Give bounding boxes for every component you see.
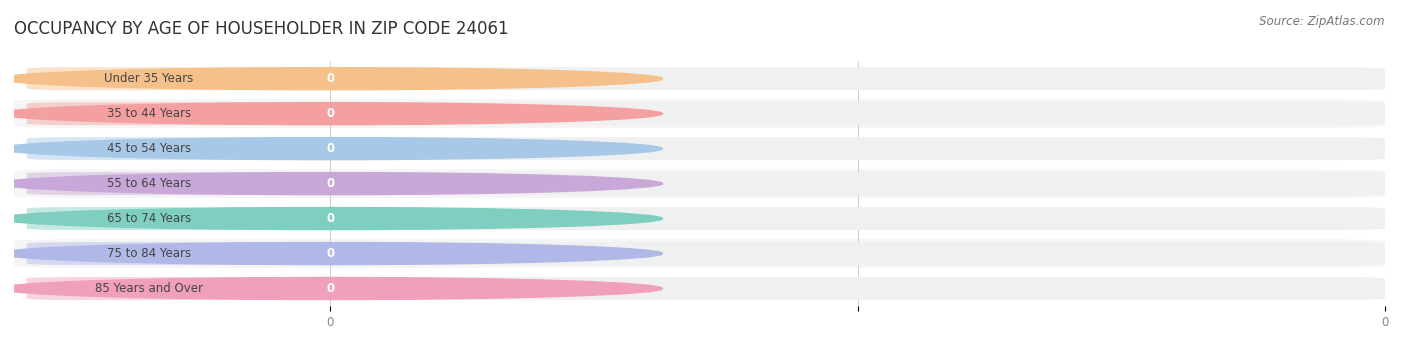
FancyBboxPatch shape	[27, 137, 318, 160]
FancyBboxPatch shape	[330, 207, 1385, 230]
FancyBboxPatch shape	[27, 102, 318, 125]
Text: 0: 0	[326, 177, 335, 190]
FancyBboxPatch shape	[27, 277, 318, 300]
Text: 0: 0	[326, 107, 335, 120]
Text: 0: 0	[326, 142, 335, 155]
Text: 0: 0	[326, 247, 335, 260]
Text: 0: 0	[326, 212, 335, 225]
FancyBboxPatch shape	[330, 277, 1385, 300]
FancyBboxPatch shape	[14, 274, 1385, 303]
Circle shape	[0, 173, 662, 194]
FancyBboxPatch shape	[14, 99, 1385, 128]
Text: 65 to 74 Years: 65 to 74 Years	[107, 212, 191, 225]
Text: Source: ZipAtlas.com: Source: ZipAtlas.com	[1260, 15, 1385, 28]
FancyBboxPatch shape	[27, 172, 318, 195]
Text: Under 35 Years: Under 35 Years	[104, 72, 194, 85]
Text: 35 to 44 Years: 35 to 44 Years	[107, 107, 191, 120]
FancyBboxPatch shape	[14, 64, 1385, 93]
FancyBboxPatch shape	[330, 67, 1385, 90]
FancyBboxPatch shape	[27, 242, 318, 265]
Circle shape	[0, 103, 662, 125]
Circle shape	[0, 68, 662, 90]
Text: 75 to 84 Years: 75 to 84 Years	[107, 247, 191, 260]
FancyBboxPatch shape	[14, 239, 1385, 268]
Text: 55 to 64 Years: 55 to 64 Years	[107, 177, 191, 190]
FancyBboxPatch shape	[14, 134, 1385, 163]
Circle shape	[0, 277, 662, 300]
FancyBboxPatch shape	[330, 242, 1385, 265]
Text: OCCUPANCY BY AGE OF HOUSEHOLDER IN ZIP CODE 24061: OCCUPANCY BY AGE OF HOUSEHOLDER IN ZIP C…	[14, 20, 509, 38]
FancyBboxPatch shape	[27, 207, 318, 230]
FancyBboxPatch shape	[14, 204, 1385, 233]
FancyBboxPatch shape	[330, 172, 1385, 195]
FancyBboxPatch shape	[330, 137, 1385, 160]
Circle shape	[0, 242, 662, 265]
Text: 0: 0	[326, 282, 335, 295]
Text: 45 to 54 Years: 45 to 54 Years	[107, 142, 191, 155]
Circle shape	[0, 207, 662, 230]
Text: 0: 0	[326, 72, 335, 85]
FancyBboxPatch shape	[27, 67, 318, 90]
FancyBboxPatch shape	[330, 102, 1385, 125]
FancyBboxPatch shape	[14, 169, 1385, 198]
Circle shape	[0, 138, 662, 160]
Text: 85 Years and Over: 85 Years and Over	[96, 282, 202, 295]
